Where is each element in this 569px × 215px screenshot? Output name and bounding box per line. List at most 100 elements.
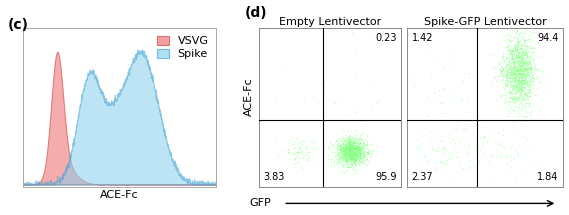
Point [341,150,350,153]
Point [348,137,357,141]
Point [460,72,469,76]
Point [514,41,523,45]
Point [521,78,530,81]
Point [504,72,513,75]
Point [516,67,525,70]
Point [516,40,525,43]
Point [511,73,520,76]
Point [339,165,348,168]
Point [510,100,519,104]
Point [516,73,525,76]
Point [356,160,365,163]
Point [525,91,534,95]
Point [518,71,527,75]
Point [508,96,517,100]
Point [506,64,515,68]
Point [342,168,351,172]
Point [531,67,541,71]
Point [524,68,533,71]
Point [514,155,523,159]
Point [339,158,348,161]
Point [340,171,349,175]
Point [345,135,354,138]
Point [356,153,365,157]
Point [476,137,485,140]
Point [341,154,351,157]
Point [355,159,364,162]
Point [520,76,529,80]
Point [521,51,530,55]
Point [295,141,304,145]
Point [364,151,373,154]
Point [516,91,525,95]
Point [519,86,528,89]
Point [305,159,314,162]
Point [353,152,362,155]
Point [517,88,526,91]
Point [517,44,526,47]
Point [512,73,521,77]
Point [509,77,518,81]
Point [509,48,518,52]
Point [513,30,522,33]
Point [529,47,538,50]
Point [352,153,361,156]
Point [517,43,526,46]
Point [508,91,517,95]
Point [362,147,372,150]
Point [513,41,522,44]
Point [522,74,531,78]
Point [497,54,506,58]
Point [336,147,345,150]
Point [359,145,368,149]
Point [516,61,525,64]
Point [351,153,360,157]
Point [342,137,351,140]
Point [508,58,517,61]
Point [517,70,526,73]
Point [514,72,523,75]
Point [518,79,527,83]
Point [512,84,521,88]
Point [525,55,534,58]
Point [508,88,517,92]
Point [333,149,343,152]
Point [352,144,361,148]
Point [525,60,534,64]
Point [464,143,473,147]
Point [294,151,303,154]
Point [517,79,526,82]
Point [339,136,348,140]
Point [522,62,531,65]
Point [516,61,525,65]
Point [464,146,473,149]
Point [520,83,529,86]
Point [513,43,522,46]
Point [515,83,524,86]
Point [335,146,344,149]
Point [511,71,520,75]
Point [531,28,541,31]
Point [336,144,345,148]
Point [366,80,375,84]
Point [519,97,529,100]
Point [356,147,365,150]
Point [356,155,365,158]
Point [524,74,533,77]
Point [522,28,531,32]
Point [348,155,357,159]
Point [295,147,304,150]
Point [499,93,508,97]
Point [333,164,342,167]
Point [511,72,520,76]
Point [522,50,531,54]
Point [348,144,357,147]
Point [506,85,516,88]
Point [366,144,375,148]
Point [348,146,357,149]
Point [515,77,524,80]
Point [358,137,367,141]
Point [341,154,350,158]
Point [516,84,525,88]
Point [342,151,351,155]
